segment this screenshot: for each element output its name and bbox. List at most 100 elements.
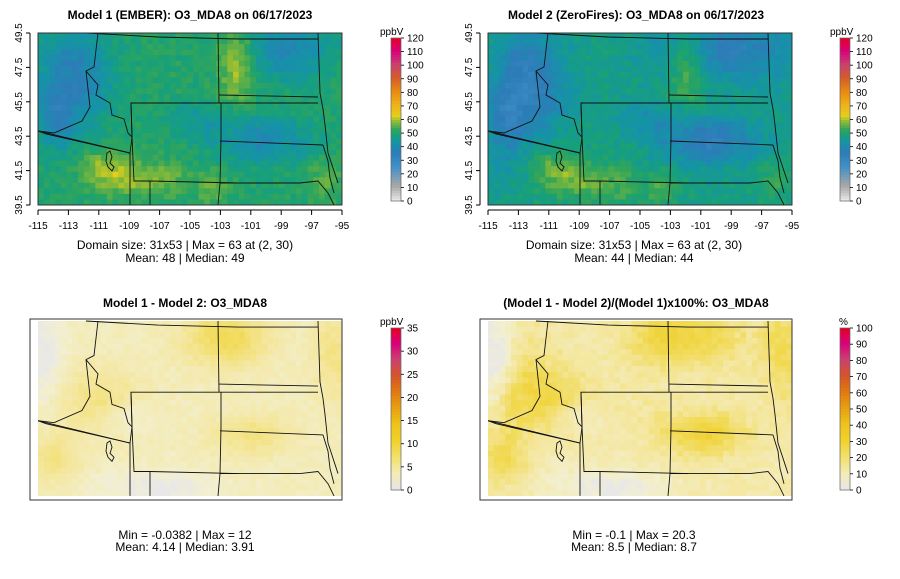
grid-cell (619, 33, 627, 40)
grid-cell (319, 132, 326, 140)
grid-cell (336, 371, 342, 379)
grid-cell (278, 171, 286, 178)
grid-cell (330, 182, 337, 189)
grid-cell (175, 33, 182, 40)
grid-cell (118, 360, 125, 367)
grid-cell (290, 354, 297, 362)
grid-cell (717, 199, 724, 205)
state-boundary (327, 152, 339, 184)
grid-cell (250, 366, 257, 373)
grid-cell (330, 388, 337, 395)
grid-cell (38, 428, 45, 435)
grid-cell (181, 49, 188, 56)
grid-cell (284, 60, 291, 67)
grid-cell (227, 38, 234, 45)
grid-cell (164, 450, 171, 458)
grid-cell (642, 121, 650, 128)
grid-cell (723, 60, 730, 67)
grid-cell (642, 38, 650, 45)
grid-cell (717, 60, 724, 67)
grid-cell (49, 405, 56, 412)
grid-cell (619, 188, 627, 195)
grid-cell (700, 44, 707, 51)
grid-cell (267, 394, 274, 401)
grid-cell (124, 349, 131, 356)
grid-cell (158, 193, 165, 201)
grid-cell (38, 132, 45, 140)
grid-cell (769, 71, 776, 78)
grid-cell (261, 121, 269, 128)
grid-cell (324, 422, 332, 429)
grid-cell (522, 171, 529, 178)
grid-cell (596, 166, 604, 173)
grid-cell (124, 332, 131, 339)
grid-cell (284, 171, 291, 178)
grid-cell (642, 94, 650, 101)
grid-cell (112, 433, 119, 441)
grid-cell (562, 132, 569, 140)
grid-cell (728, 177, 736, 184)
grid-cell (705, 77, 713, 84)
grid-cell (301, 411, 309, 418)
grid-cell (118, 177, 125, 184)
grid-cell (129, 188, 137, 195)
colorbar-swatch (840, 198, 850, 202)
grid-cell (106, 439, 114, 446)
grid-cell (192, 44, 200, 51)
colorbar-tick-label: 0 (407, 197, 413, 208)
grid-cell (596, 105, 604, 112)
grid-cell (296, 127, 303, 134)
grid-cell (660, 60, 667, 67)
grid-cell (60, 400, 68, 407)
grid-cell (129, 337, 137, 345)
grid-cell (66, 321, 74, 328)
grid-cell (141, 394, 148, 401)
grid-cell (83, 94, 91, 101)
grid-cell (556, 44, 564, 51)
grid-cell (158, 38, 165, 45)
grid-cell (124, 105, 131, 112)
grid-cell (522, 99, 529, 106)
grid-cell (60, 94, 68, 101)
grid-cell (505, 193, 512, 201)
grid-cell (313, 349, 320, 356)
grid-cell (694, 105, 701, 112)
grid-cell (614, 177, 621, 184)
grid-cell (319, 88, 326, 95)
grid-cell (780, 143, 787, 151)
grid-cell (38, 343, 45, 350)
grid-cell (273, 155, 280, 162)
grid-cell (301, 149, 309, 156)
grid-cell (625, 188, 632, 195)
grid-cell (780, 160, 787, 167)
grid-cell (769, 66, 776, 73)
grid-cell (78, 337, 85, 345)
grid-cell (95, 411, 102, 418)
grid-cell (204, 462, 211, 469)
grid-cell (290, 337, 297, 345)
colorbar-swatch (840, 190, 850, 194)
grid-cell (146, 332, 154, 339)
grid-cell (72, 394, 79, 401)
grid-cell (284, 439, 291, 446)
grid-cell (296, 49, 303, 56)
grid-cell (556, 38, 564, 45)
grid-cell (574, 166, 581, 173)
grid-cell (112, 188, 119, 195)
grid-cell (296, 82, 303, 90)
grid-cell (204, 82, 211, 90)
grid-cell (654, 155, 661, 162)
grid-cell (545, 138, 552, 145)
grid-cell (296, 193, 303, 201)
grid-cell (146, 88, 154, 95)
grid-cell (267, 82, 274, 90)
grid-cell (181, 383, 188, 390)
grid-cell (516, 71, 524, 78)
grid-cell (642, 193, 650, 201)
grid-cell (158, 127, 165, 134)
grid-cell (152, 49, 160, 56)
grid-cell (654, 105, 661, 112)
grid-cell (273, 160, 280, 167)
grid-cell (141, 182, 148, 189)
grid-cell (72, 66, 79, 73)
